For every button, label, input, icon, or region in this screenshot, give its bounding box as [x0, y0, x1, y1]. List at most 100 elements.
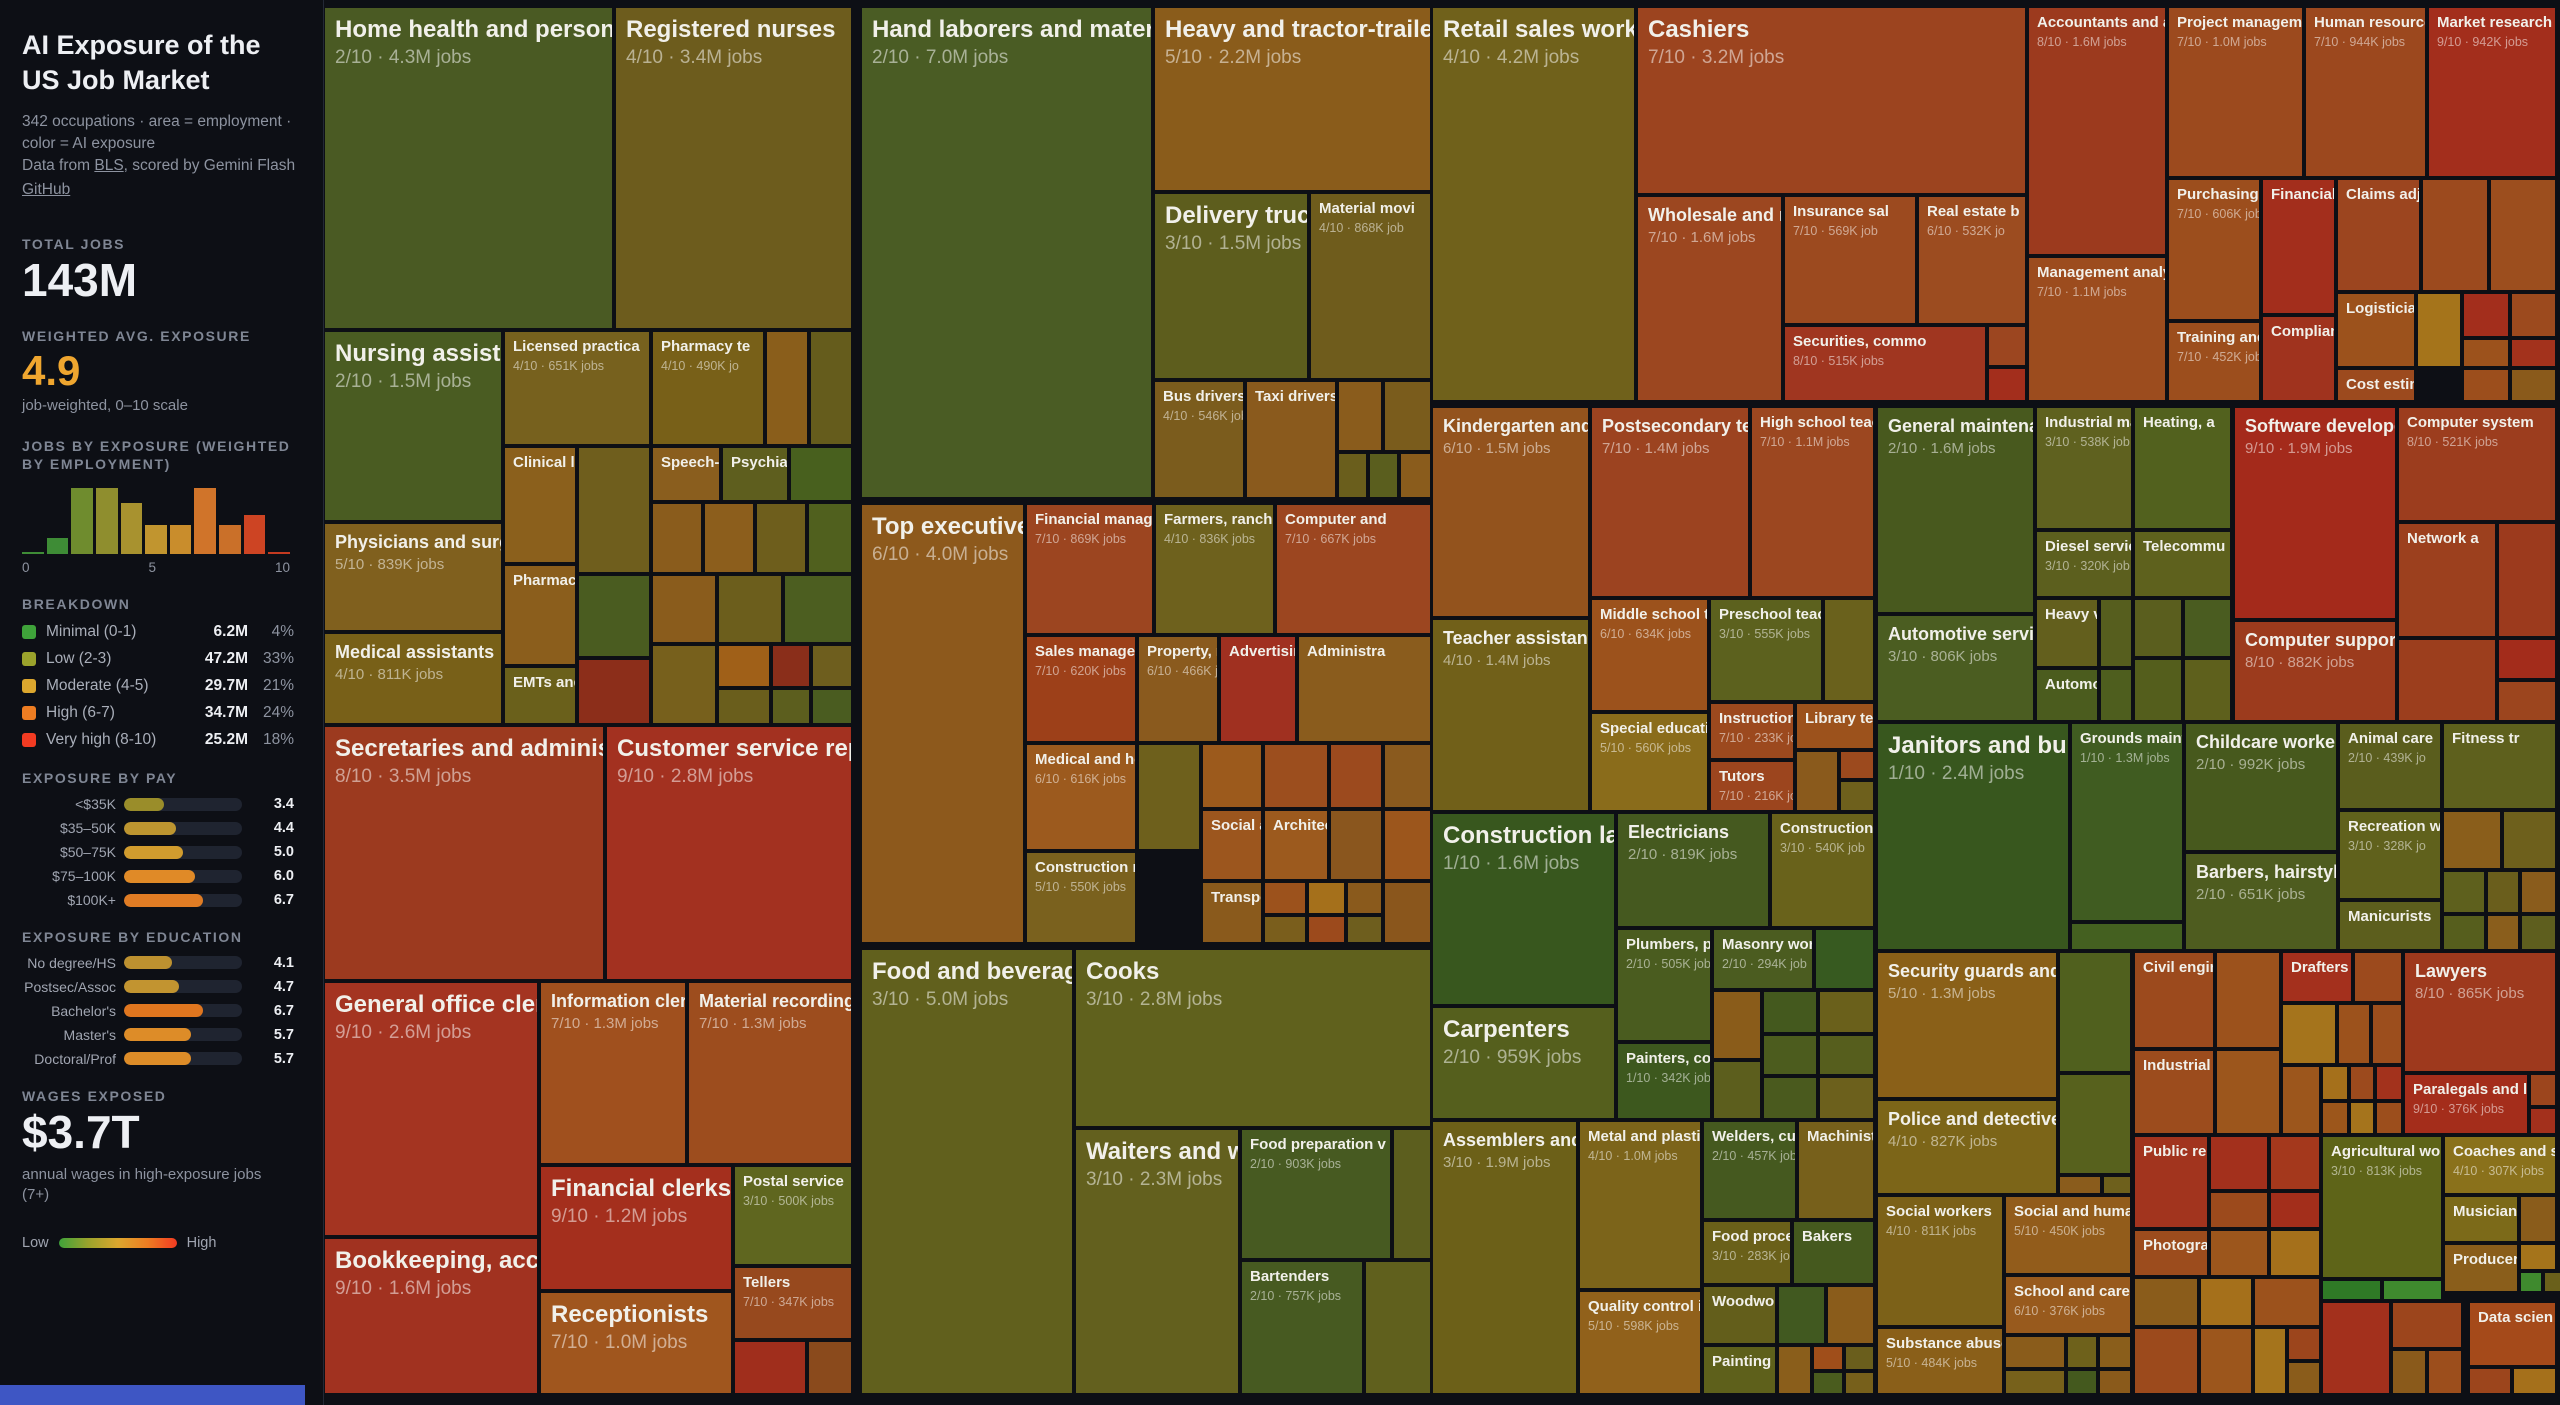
- treemap-tile[interactable]: [1989, 327, 2025, 365]
- treemap-tile[interactable]: [719, 576, 781, 642]
- treemap-tile[interactable]: [1797, 752, 1837, 810]
- treemap-tile[interactable]: [2377, 1067, 2401, 1099]
- telecom-installers[interactable]: Telecommu: [2135, 532, 2230, 596]
- childcare-workers[interactable]: Childcare workers 2/10 · 992K jobs: [2186, 724, 2336, 850]
- treemap-tile[interactable]: [2504, 812, 2555, 868]
- plumbers-pipefitters[interactable]: Plumbers, pi 2/10 · 505K job: [1618, 930, 1710, 1040]
- lawyers[interactable]: Lawyers 8/10 · 865K jobs: [2405, 953, 2555, 1071]
- customer-service-reps[interactable]: Customer service represe 9/10 · 2.8M jobs: [607, 727, 851, 979]
- treemap-tile[interactable]: [1265, 883, 1305, 913]
- security-guards[interactable]: Security guards and 5/10 · 1.3M jobs: [1878, 953, 2056, 1097]
- treemap-tile[interactable]: [653, 576, 715, 642]
- medical-assistants[interactable]: Medical assistants 4/10 · 811K jobs: [325, 634, 501, 723]
- automotive-body-repairers[interactable]: Automotiv: [2037, 670, 2097, 720]
- treemap-tile[interactable]: [2271, 1231, 2319, 1275]
- secretaries-admin-assistants[interactable]: Secretaries and administrative a 8/10 · 3…: [325, 727, 603, 979]
- human-resources-specialists[interactable]: Human resources 7/10 · 944K jobs: [2306, 8, 2425, 176]
- management-analysts[interactable]: Management analy 7/10 · 1.1M jobs: [2029, 258, 2165, 400]
- treemap-tile[interactable]: [579, 660, 649, 723]
- treemap-tile[interactable]: [1265, 917, 1305, 942]
- treemap-tile[interactable]: [2522, 916, 2555, 949]
- treemap-tile[interactable]: [1139, 745, 1199, 849]
- accountants-auditors[interactable]: Accountants and a 8/10 · 1.6M jobs: [2029, 8, 2165, 254]
- kindergarten-elementary-teachers[interactable]: Kindergarten and e 6/10 · 1.5M jobs: [1433, 408, 1588, 616]
- library-technicians[interactable]: Library te: [1797, 704, 1873, 748]
- treemap-tile[interactable]: [1401, 454, 1430, 497]
- treemap-tile[interactable]: [2135, 660, 2181, 720]
- network-architects[interactable]: Network a: [2399, 524, 2495, 636]
- taxi-drivers[interactable]: Taxi drivers: [1247, 382, 1335, 497]
- treemap-tile[interactable]: [2512, 294, 2555, 336]
- treemap-tile[interactable]: [2512, 370, 2555, 400]
- computer-systems-analysts[interactable]: Computer system 8/10 · 521K jobs: [2399, 408, 2555, 520]
- treemap-tile[interactable]: [2211, 1231, 2267, 1275]
- licensed-practical-nurses[interactable]: Licensed practica 4/10 · 651K jobs: [505, 332, 649, 444]
- treemap-tile[interactable]: [773, 646, 809, 686]
- producers-directors[interactable]: Producer: [2445, 1245, 2517, 1291]
- treemap-tile[interactable]: [2521, 1273, 2541, 1291]
- treemap-tile[interactable]: [1846, 1347, 1873, 1369]
- insurance-sales-agents[interactable]: Insurance sal 7/10 · 569K job: [1785, 197, 1915, 323]
- software-developers[interactable]: Software developers, 9/10 · 1.9M jobs: [2235, 408, 2395, 618]
- treemap-tile[interactable]: [2211, 1193, 2267, 1227]
- treemap-tile[interactable]: [1764, 992, 1816, 1032]
- treemap-tile[interactable]: [2217, 1051, 2279, 1133]
- treemap-tile[interactable]: [2283, 1067, 2319, 1133]
- treemap-tile[interactable]: [2464, 294, 2508, 336]
- treemap-tile[interactable]: [2271, 1137, 2319, 1189]
- treemap-tile[interactable]: [2351, 1103, 2373, 1133]
- construction-managers[interactable]: Construction ma 5/10 · 550K jobs: [1027, 853, 1135, 942]
- treemap-tile[interactable]: [2499, 640, 2555, 678]
- treemap-tile[interactable]: [2429, 1351, 2461, 1393]
- treemap-tile[interactable]: [2339, 1005, 2369, 1063]
- construction-laborers[interactable]: Construction labore 1/10 · 1.6M jobs: [1433, 814, 1614, 1004]
- treemap-tile[interactable]: [579, 576, 649, 656]
- home-health-aides[interactable]: Home health and personal care a 2/10 · 4.…: [325, 8, 612, 328]
- treemap-tile[interactable]: [719, 646, 769, 686]
- substance-abuse-counselors[interactable]: Substance abuse, 5/10 · 484K jobs: [1878, 1329, 2002, 1393]
- special-education-teachers[interactable]: Special educatio 5/10 · 560K jobs: [1592, 714, 1707, 810]
- treemap-tile[interactable]: [1385, 883, 1430, 942]
- treemap-tile[interactable]: [2201, 1329, 2251, 1393]
- treemap-tile[interactable]: [2068, 1371, 2096, 1393]
- treemap-tile[interactable]: [1841, 782, 1873, 810]
- financial-analysts[interactable]: Financial a: [2263, 180, 2334, 313]
- treemap-tile[interactable]: [2521, 1197, 2555, 1241]
- teacher-assistants[interactable]: Teacher assistants 4/10 · 1.4M jobs: [1433, 620, 1588, 810]
- nursing-assistants[interactable]: Nursing assistants 2/10 · 1.5M jobs: [325, 332, 501, 520]
- manicurists[interactable]: Manicurists: [2340, 902, 2440, 949]
- treemap-tile[interactable]: [2100, 1371, 2130, 1393]
- pharmacy-technicians[interactable]: Pharmacy te 4/10 · 490K jo: [653, 332, 763, 444]
- fitness-trainers[interactable]: Fitness tr: [2444, 724, 2555, 808]
- treemap-tile[interactable]: [757, 504, 805, 572]
- treemap-tile[interactable]: [2393, 1351, 2425, 1393]
- top-executives[interactable]: Top executives 6/10 · 4.0M jobs: [862, 505, 1023, 942]
- treemap-tile[interactable]: [653, 646, 715, 723]
- receptionists[interactable]: Receptionists 7/10 · 1.0M jobs: [541, 1293, 731, 1393]
- treemap-tile[interactable]: [2470, 1369, 2510, 1393]
- retail-salespersons[interactable]: Retail sales workers 4/10 · 4.2M jobs: [1433, 8, 1634, 400]
- treemap-tile[interactable]: [2444, 872, 2484, 912]
- cost-estimators[interactable]: Cost estim: [2338, 370, 2414, 400]
- psychiatric-techs[interactable]: Psychiatr: [723, 448, 787, 500]
- treemap-tile[interactable]: [705, 504, 753, 572]
- emts-paramedics[interactable]: EMTs and: [505, 668, 575, 723]
- heating-ac-mechanics[interactable]: Heating, a: [2135, 408, 2230, 528]
- treemap-tile[interactable]: [2418, 294, 2460, 366]
- diesel-service-techs[interactable]: Diesel service 3/10 · 320K job: [2037, 532, 2131, 596]
- treemap-tile[interactable]: [1989, 369, 2025, 400]
- treemap-tile[interactable]: [1846, 1373, 1873, 1393]
- food-processing-workers[interactable]: Food proces 3/10 · 283K jo: [1704, 1222, 1790, 1283]
- bakers[interactable]: Bakers: [1794, 1222, 1873, 1283]
- woodworkers[interactable]: Woodwork: [1704, 1287, 1775, 1343]
- treemap-tile[interactable]: [2211, 1137, 2267, 1189]
- treemap-tile[interactable]: [1339, 454, 1366, 497]
- treemap-tile[interactable]: [785, 576, 851, 642]
- social-human-service-assistants[interactable]: Social and human 5/10 · 450K jobs: [2006, 1197, 2130, 1273]
- wholesale-manufacturing-sales[interactable]: Wholesale and man 7/10 · 1.6M jobs: [1638, 197, 1781, 400]
- material-moving-machine[interactable]: Material movi 4/10 · 868K job: [1311, 194, 1430, 378]
- market-research-analysts[interactable]: Market research a 9/10 · 942K jobs: [2429, 8, 2555, 176]
- compliance-officers[interactable]: Complianc: [2263, 317, 2334, 400]
- data-scientists[interactable]: Data scien: [2470, 1303, 2555, 1365]
- treemap-tile[interactable]: [2185, 660, 2230, 720]
